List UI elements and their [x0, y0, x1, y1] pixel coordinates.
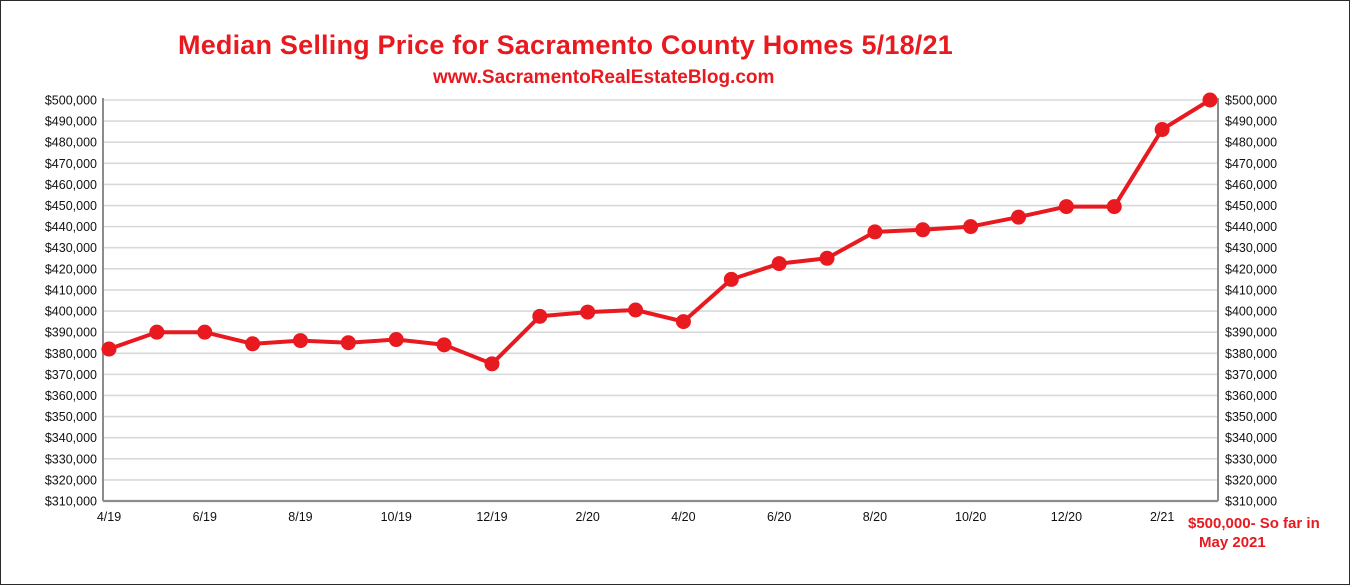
y-tick-label: $360,000: [1225, 389, 1277, 403]
y-tick-label: $450,000: [1225, 199, 1277, 213]
data-point: [675, 314, 691, 330]
y-axis-left: $310,000 $320,000 $330,000 $340,000 $350,000…: [45, 94, 97, 509]
x-tick-label: 4/20: [671, 510, 695, 524]
data-point: [101, 341, 117, 357]
y-axis-right: $310,000 $320,000 $330,000 $340,000 $350,000…: [1225, 94, 1277, 509]
series: [101, 92, 1218, 372]
x-tick-label: 4/19: [97, 510, 121, 524]
x-tick-label: 6/19: [193, 510, 217, 524]
y-tick-label: $460,000: [1225, 178, 1277, 192]
annotation: $500,000- So far in May 2021: [1188, 514, 1348, 552]
y-tick-label: $490,000: [45, 115, 97, 129]
data-point: [771, 256, 787, 272]
y-tick-label: $480,000: [45, 136, 97, 150]
data-point: [580, 304, 596, 320]
y-tick-label: $360,000: [45, 389, 97, 403]
annotation-line-1: $500,000- So far in: [1188, 515, 1320, 532]
data-point: [1202, 92, 1218, 108]
x-tick-label: 2/21: [1150, 510, 1174, 524]
x-tick-label: 10/19: [381, 510, 412, 524]
data-point: [1058, 199, 1074, 215]
y-tick-label: $350,000: [1225, 410, 1277, 424]
grid-lines: [103, 99, 1218, 481]
y-tick-label: $470,000: [45, 157, 97, 171]
y-tick-label: $370,000: [1225, 368, 1277, 382]
y-tick-label: $440,000: [1225, 220, 1277, 234]
data-point: [388, 332, 404, 348]
x-tick-label: 6/20: [767, 510, 791, 524]
data-point: [197, 324, 213, 340]
x-tick-label: 12/20: [1051, 510, 1082, 524]
data-point: [1106, 199, 1122, 215]
data-point: [867, 224, 883, 240]
y-tick-label: $350,000: [45, 410, 97, 424]
y-tick-label: $390,000: [1225, 326, 1277, 340]
chart-subtitle: www.SacramentoRealEstateBlog.com: [433, 67, 775, 88]
y-tick-label: $330,000: [1225, 452, 1277, 466]
y-tick-label: $320,000: [1225, 473, 1277, 487]
x-axis: 4/19 6/19 8/19 10/19 12/19 2/20 4/20 6/20 8/20 10…: [97, 510, 1175, 524]
chart-title: Median Selling Price for Sacramento Coun…: [178, 30, 953, 60]
data-point: [1154, 122, 1170, 138]
y-tick-label: $420,000: [1225, 262, 1277, 276]
data-point: [340, 335, 356, 351]
y-tick-label: $310,000: [45, 495, 97, 509]
data-point: [1011, 209, 1027, 225]
chart-axes: [102, 98, 1219, 503]
y-tick-label: $410,000: [1225, 283, 1277, 297]
y-tick-label: $380,000: [1225, 347, 1277, 361]
y-tick-label: $320,000: [45, 473, 97, 487]
data-point: [149, 324, 165, 340]
series-line: [108, 98, 1212, 366]
data-point: [245, 336, 261, 352]
y-tick-label: $380,000: [45, 347, 97, 361]
y-tick-label: $370,000: [45, 368, 97, 382]
y-tick-label: $420,000: [45, 262, 97, 276]
data-point: [532, 308, 548, 324]
y-tick-label: $310,000: [1225, 495, 1277, 509]
data-point: [628, 302, 644, 318]
data-point: [819, 250, 835, 266]
y-tick-label: $460,000: [45, 178, 97, 192]
y-tick-label: $410,000: [45, 283, 97, 297]
y-tick-label: $500,000: [45, 94, 97, 108]
y-tick-label: $430,000: [1225, 241, 1277, 255]
y-tick-label: $480,000: [1225, 136, 1277, 150]
x-tick-label: 12/19: [476, 510, 507, 524]
data-point: [436, 337, 452, 353]
data-point: [723, 271, 739, 287]
y-tick-label: $430,000: [45, 241, 97, 255]
data-point: [915, 222, 931, 238]
y-tick-label: $500,000: [1225, 94, 1277, 108]
annotation-line-2: May 2021: [1199, 534, 1266, 551]
x-tick-label: 10/20: [955, 510, 986, 524]
y-tick-label: $450,000: [45, 199, 97, 213]
y-tick-label: $470,000: [1225, 157, 1277, 171]
data-point: [484, 356, 500, 372]
x-tick-label: 8/19: [288, 510, 312, 524]
y-tick-label: $340,000: [1225, 431, 1277, 445]
y-tick-label: $330,000: [45, 452, 97, 466]
y-tick-label: $390,000: [45, 326, 97, 340]
data-point: [963, 219, 979, 235]
x-tick-label: 8/20: [863, 510, 887, 524]
data-point: [292, 333, 308, 349]
y-tick-label: $400,000: [45, 305, 97, 319]
y-tick-label: $400,000: [1225, 305, 1277, 319]
y-tick-label: $440,000: [45, 220, 97, 234]
y-tick-label: $490,000: [1225, 115, 1277, 129]
x-tick-label: 2/20: [576, 510, 600, 524]
y-tick-label: $340,000: [45, 431, 97, 445]
